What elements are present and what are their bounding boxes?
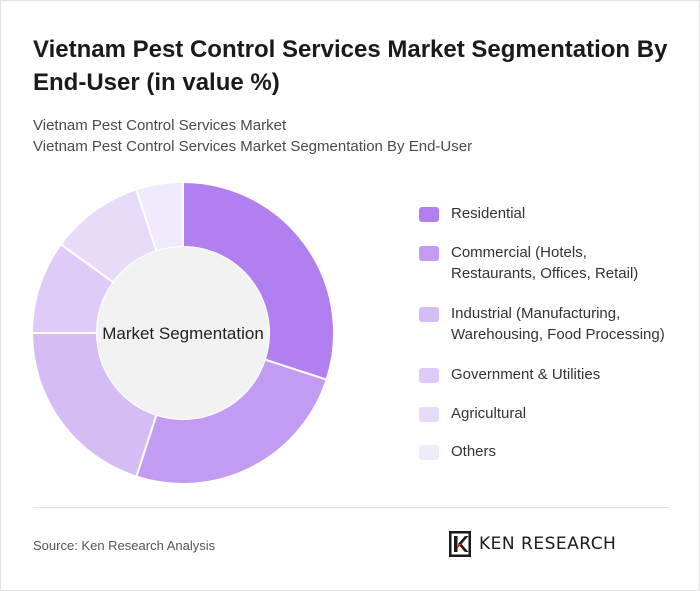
ken-research-logo: KEN RESEARCH — [449, 531, 616, 557]
footer-divider — [33, 507, 669, 508]
source-note: Source: Ken Research Analysis — [33, 538, 216, 553]
legend-label: Government & Utilities — [451, 366, 601, 383]
legend-item-residential: Residential — [419, 203, 691, 224]
legend-swatch — [419, 407, 439, 422]
logo-text: KEN RESEARCH — [479, 534, 617, 554]
legend-label: Commercial (Hotels, Restaurants, Offices… — [451, 244, 639, 282]
legend-label: Others — [451, 443, 497, 460]
legend-item-others: Others — [419, 441, 691, 462]
chart-title: Vietnam Pest Control Services Market Seg… — [33, 36, 668, 96]
donut-chart: Market Segmentation — [30, 180, 335, 485]
legend-swatch — [419, 307, 439, 322]
ken-research-logo-icon — [449, 531, 471, 557]
legend-item-commercial: Commercial (Hotels, Restaurants, Offices… — [419, 242, 691, 284]
legend-swatch — [419, 207, 439, 222]
legend-swatch — [419, 368, 439, 383]
subtitle-line-1: Vietnam Pest Control Services Market — [33, 117, 287, 134]
legend-label: Agricultural — [451, 405, 527, 422]
chart-subtitle: Vietnam Pest Control Services Market Vie… — [33, 115, 673, 157]
legend-label: Industrial (Manufacturing, Warehousing, … — [451, 305, 665, 343]
donut-hole — [97, 247, 269, 419]
legend-item-agricultural: Agricultural — [419, 403, 691, 424]
legend-item-industrial: Industrial (Manufacturing, Warehousing, … — [419, 303, 691, 345]
donut-svg: Market Segmentation — [30, 180, 335, 485]
legend-label: Residential — [451, 205, 526, 222]
subtitle-line-2: Vietnam Pest Control Services Market Seg… — [33, 138, 473, 155]
donut-center-label: Market Segmentation — [102, 324, 264, 343]
legend-item-government-utilities: Government & Utilities — [419, 364, 691, 385]
legend-swatch — [419, 246, 439, 261]
legend-swatch — [419, 445, 439, 460]
